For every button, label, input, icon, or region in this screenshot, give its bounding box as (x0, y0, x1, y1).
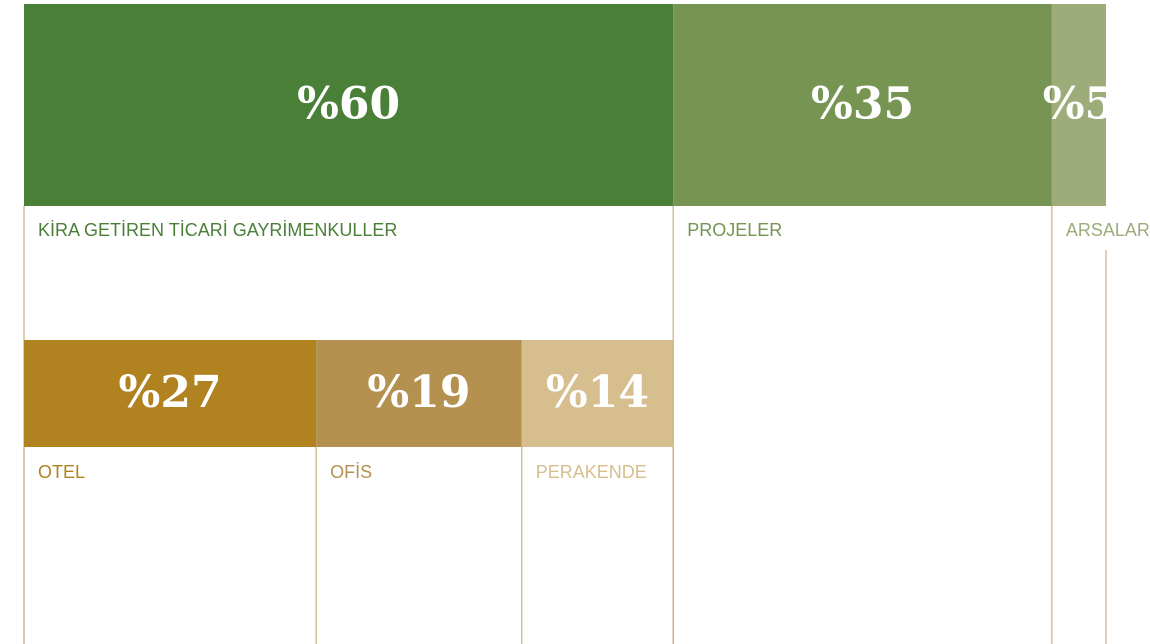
segment (316, 340, 522, 447)
segment-label: PROJELER (687, 220, 782, 240)
segment (673, 4, 1052, 206)
segment (521, 340, 674, 447)
segment-label: PERAKENDE (536, 462, 647, 482)
segment-label: KİRA GETİREN TİCARİ GAYRİMENKULLER (38, 220, 397, 240)
segment-label: ARSALAR (1066, 220, 1150, 240)
segment-label: OTEL (38, 462, 85, 482)
segment (1051, 4, 1106, 206)
segment-value: %5 (1043, 79, 1115, 130)
segment (24, 4, 674, 206)
segment (24, 340, 317, 447)
segment-value: %14 (546, 367, 649, 418)
segment-value: %27 (119, 367, 222, 418)
segment-value: %35 (811, 79, 914, 130)
segment-label: OFİS (330, 462, 372, 482)
segment-value: %60 (297, 79, 400, 130)
segment-value: %19 (367, 367, 470, 418)
